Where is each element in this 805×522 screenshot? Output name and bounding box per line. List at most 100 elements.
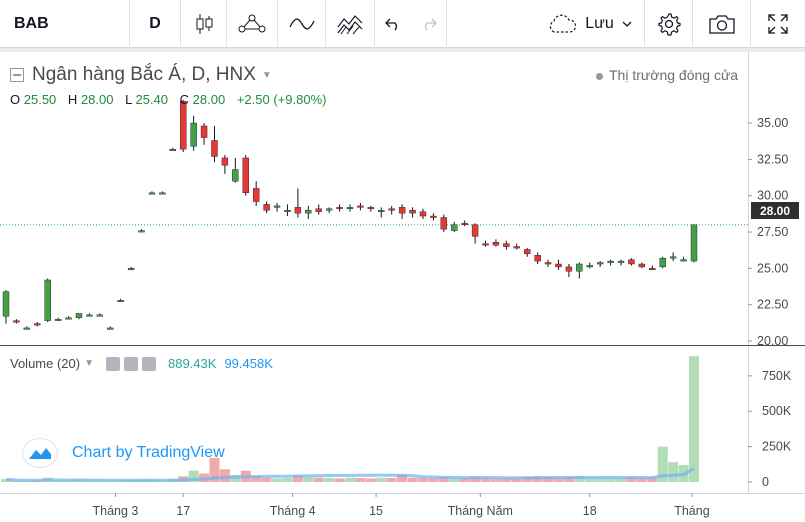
camera-icon (708, 15, 735, 34)
candle-body (503, 243, 510, 247)
candle-body (117, 300, 124, 303)
price-tick-label: 20.00 (757, 334, 788, 346)
high-value: 28.00 (80, 92, 114, 107)
candle-body (628, 259, 635, 265)
volume-value: 889.43K (168, 356, 217, 371)
tradingview-logo-icon (22, 438, 58, 468)
price-tick-label: 27.50 (757, 225, 788, 239)
volume-bar (511, 478, 522, 482)
ohlc-values: O 25.50 H 28.00 L 25.40 C 28.00 +2.50 (+… (10, 92, 334, 107)
market-status: Thị trường đóng cửa (596, 67, 738, 83)
candle-body (294, 207, 302, 214)
interval-label: D (149, 15, 161, 32)
settings-button[interactable] (645, 0, 693, 48)
volume-bar (407, 477, 418, 482)
interval-button[interactable]: D (130, 0, 181, 48)
candle-body (440, 217, 448, 230)
close-icon[interactable] (142, 356, 156, 371)
gear-icon[interactable] (124, 356, 138, 371)
candle-body (325, 208, 333, 211)
candle-body (336, 207, 343, 210)
candle-body (107, 327, 114, 330)
candle-body (232, 169, 239, 182)
volume-legend: Volume (20) ▼ 889.43K 99.458K (10, 356, 273, 371)
volume-bar (345, 477, 355, 482)
price-tick-label: 25.00 (757, 261, 788, 275)
candle-body (388, 208, 395, 211)
price-pane[interactable]: 35.00 32.50 30.00 27.50 25.00 22.50 20.00 (0, 52, 805, 346)
compare-button[interactable] (326, 0, 375, 48)
candle-body (367, 207, 375, 210)
volume-bar (188, 470, 199, 482)
redo-button[interactable] (411, 0, 447, 48)
candle-body (378, 210, 385, 212)
candle-body (2, 291, 10, 317)
symbol-label: BAB (14, 15, 49, 32)
gear-icon (657, 13, 681, 36)
tradingview-brand-link[interactable]: Chart by TradingView (22, 438, 225, 468)
save-layout-button[interactable]: Lưu (535, 0, 645, 48)
line-chart-button[interactable] (278, 0, 326, 48)
candle-body (96, 314, 104, 317)
last-price-tag: 28.00 (751, 202, 799, 219)
candle-body (461, 223, 468, 226)
volume-bar (428, 478, 439, 482)
volume-bar (563, 477, 574, 482)
candle-body (75, 313, 83, 318)
fullscreen-icon (768, 14, 788, 34)
volume-bar (324, 478, 335, 482)
volume-bar (397, 474, 408, 482)
volume-bar (553, 477, 564, 482)
fullscreen-button[interactable] (751, 0, 805, 48)
chevron-down-icon[interactable]: ▼ (84, 358, 94, 369)
volume-ma-line (5, 467, 695, 482)
volume-bar (365, 478, 376, 482)
candle-body (544, 262, 552, 265)
eye-icon[interactable] (106, 356, 120, 371)
volume-bar (574, 476, 585, 482)
volume-bar (668, 462, 679, 482)
time-tick-label: Tháng (674, 504, 709, 518)
candle-body (471, 224, 479, 237)
chevron-down-icon[interactable]: ▼ (261, 69, 272, 81)
volume-bar (292, 475, 303, 482)
volume-title: Volume (20) (10, 356, 81, 371)
candle-body (54, 319, 62, 321)
volume-bar (386, 478, 397, 482)
chart-type-button[interactable] (181, 0, 227, 48)
volume-pane[interactable]: 750K 500K 250K 0 (0, 347, 805, 493)
collapse-legend-icon[interactable] (10, 68, 24, 82)
volume-bar (459, 478, 470, 482)
candle-body (576, 263, 583, 272)
time-tick-label: 15 (369, 504, 383, 518)
volume-bar (595, 477, 606, 482)
candle-body (669, 256, 677, 259)
symbol-search-button[interactable]: BAB (0, 0, 130, 48)
legend-title-row[interactable]: Ngân hàng Bắc Á, D, HNX ▼ (10, 64, 334, 86)
volume-bar (272, 478, 283, 482)
line-wave-icon (288, 18, 315, 30)
low-label: L (125, 92, 132, 107)
price-tick-label: 35.00 (757, 116, 788, 130)
volume-bar (282, 478, 293, 482)
toolbar: BAB D (0, 0, 805, 48)
status-dot-icon (596, 72, 603, 80)
price-tick-label: 30.00 (757, 189, 788, 203)
price-tick-label: 22.50 (757, 298, 788, 312)
candle-body (607, 260, 614, 263)
candle-body (200, 125, 208, 138)
market-status-label: Thị trường đóng cửa (609, 67, 739, 83)
indicators-button[interactable] (227, 0, 278, 48)
volume-bar (636, 477, 647, 482)
candle-body (34, 323, 41, 326)
candle-body (492, 241, 500, 246)
series-legend: Ngân hàng Bắc Á, D, HNX ▼ O 25.50 H 28.0… (10, 64, 334, 107)
volume-bar (532, 476, 543, 482)
volume-bar (657, 446, 668, 482)
area-chart-icon (337, 15, 363, 35)
price-tick-label: 32.50 (757, 152, 788, 166)
volume-tick-label: 250K (762, 440, 792, 454)
snapshot-button[interactable] (693, 0, 751, 48)
undo-button[interactable] (375, 0, 411, 48)
time-axis[interactable]: Tháng 3 17 Tháng 4 15 Tháng Năm 18 Tháng (0, 493, 805, 522)
